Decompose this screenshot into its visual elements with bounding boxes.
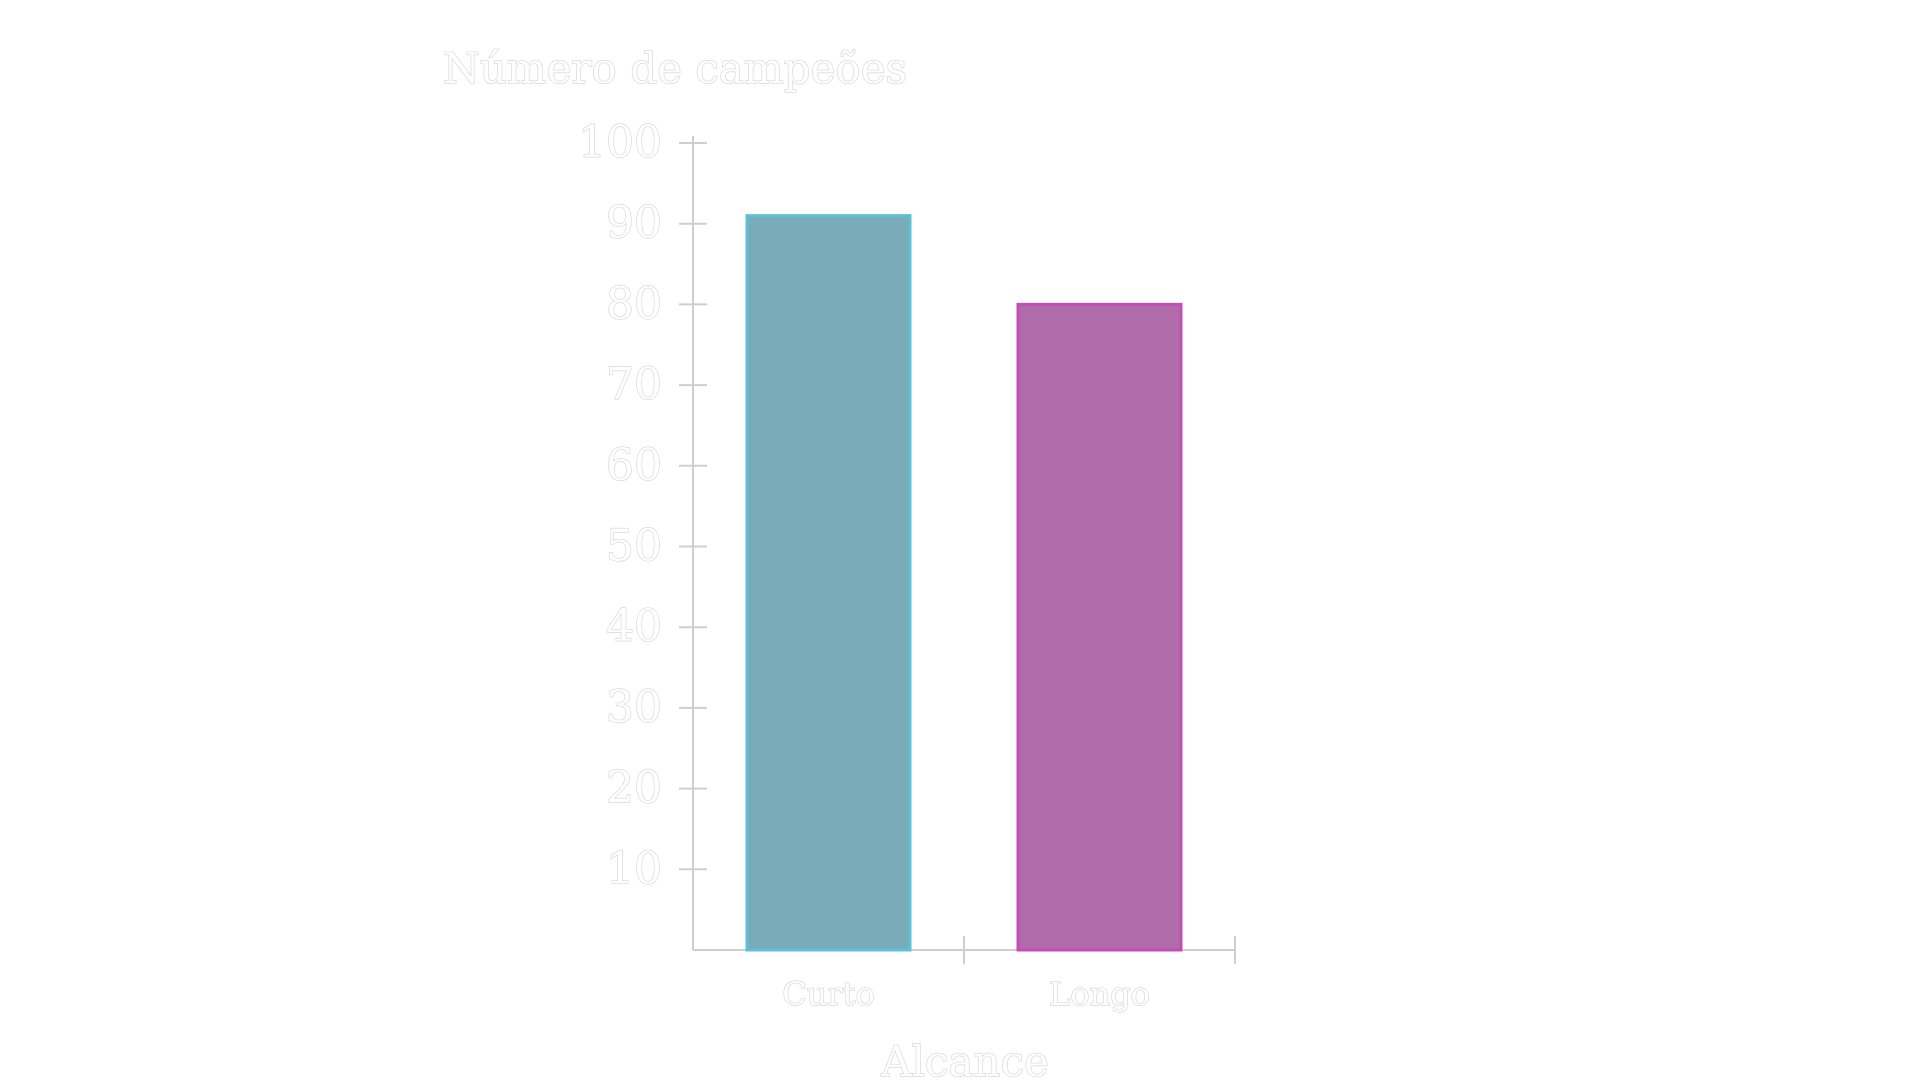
y-tick-label: 60 — [606, 440, 662, 491]
y-tick-label: 50 — [606, 521, 662, 572]
x-tick-label: Curto — [782, 975, 875, 1013]
y-tick-label: 80 — [606, 278, 662, 329]
bar-curto — [745, 214, 912, 952]
x-tick-label: Longo — [1049, 975, 1150, 1013]
x-ticks — [963, 936, 1236, 964]
bars: Curto Longo — [745, 214, 1183, 1014]
y-tick-label: 100 — [578, 117, 662, 168]
y-tick-label: 10 — [606, 843, 662, 894]
y-tick-label: 70 — [606, 359, 662, 410]
bar-longo — [1016, 302, 1183, 952]
y-ticks: 10 20 30 40 50 60 70 80 90 100 — [577, 116, 707, 895]
x-axis-label: Alcance — [880, 1037, 1049, 1080]
y-tick-label: 40 — [606, 601, 662, 652]
y-tick-label: 90 — [606, 198, 662, 249]
y-tick-label: 20 — [606, 763, 662, 814]
y-tick-label: 30 — [606, 682, 662, 733]
y-axis-label: Número de campeões — [443, 44, 907, 93]
